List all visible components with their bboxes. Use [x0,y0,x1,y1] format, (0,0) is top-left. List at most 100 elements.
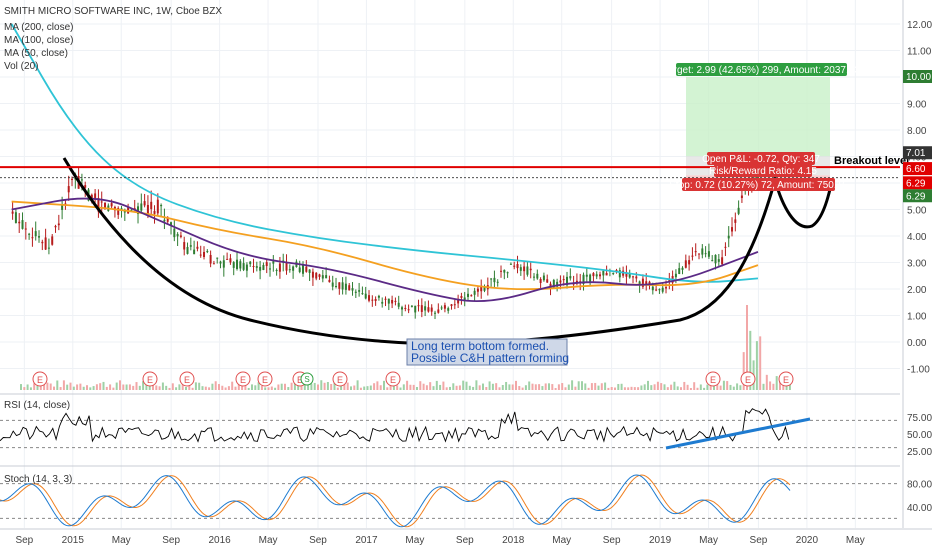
price-candle-body [638,281,641,286]
price-candle-body [582,274,585,284]
earnings-marker [32,371,48,387]
price-candle-body [206,251,209,253]
price-candle-body [170,222,173,225]
risk-reward-label-box [714,164,812,177]
price-candle-body [467,293,470,297]
volume-bar [29,387,32,390]
price-candle-body [104,203,107,210]
rsi-label: RSI (14, close) [4,400,70,411]
volume-bar [135,382,138,390]
earnings-marker-label: E [297,375,303,385]
price-candle-body [368,295,371,301]
price-candle-body [417,305,420,307]
price-candle-body [734,219,737,223]
volume-bar [643,384,646,390]
time-axis-tick: May [405,535,424,546]
price-candle-body [391,299,394,304]
volume-bar [739,385,742,390]
volume-bar [280,383,283,390]
price-candle-body [173,228,176,238]
volume-bar [465,381,468,390]
price-candle-body [635,276,638,279]
price-candle-body [721,257,724,265]
volume-bar [333,380,336,390]
price-candle-body [556,281,559,287]
price-candle-body [150,201,153,210]
price-candle-body [236,259,239,269]
volume-bar [234,386,237,390]
target-label: Target: 2.99 (42.65%) 299, Amount: 2037.… [663,65,860,76]
price-candle-body [166,217,169,222]
price-candle-body [447,308,450,311]
volume-bar [247,387,250,390]
volume-bar [161,382,164,390]
volume-bar [125,384,128,390]
price-axis-tick: 9.00 [907,100,927,111]
target-label-box [676,63,847,76]
price-axis-tick: 3.00 [907,259,927,270]
volume-bar [290,382,293,390]
price-candle-body [229,258,232,263]
price-candle-body [84,185,87,188]
volume-bar [518,386,521,390]
time-axis-tick: Sep [456,535,474,546]
volume-bar [488,381,491,390]
volume-bar [79,383,82,390]
price-candle-body [509,263,512,265]
volume-bar [270,386,273,390]
volume-bar [686,384,689,390]
price-axis-tick: 8.00 [907,126,927,137]
volume-bar [594,382,597,390]
price-candle-body [414,305,417,313]
volume-bar [663,384,666,390]
volume-bar [237,383,240,390]
volume-bar [33,383,36,390]
volume-bar [620,383,623,390]
price-candle-body [163,219,166,222]
volume-bar [267,387,270,390]
price-candle-body [328,279,331,283]
volume-bar [72,386,75,390]
volume-bar [277,384,280,390]
price-candle-body [707,251,710,257]
volume-bar [396,385,399,390]
price-candle-body [64,203,67,205]
volume-bar [422,383,425,390]
price-candle-body [711,260,714,262]
volume-bar [241,384,244,390]
volume-bar [158,386,161,390]
price-candle-body [655,289,658,291]
price-candle-body [239,261,242,269]
price-candle-body [203,251,206,257]
price-candle-body [371,299,374,301]
price-axis-tick: 11.00 [907,47,932,58]
volume-bar [201,386,204,390]
volume-bar [442,381,445,390]
indicator-label: MA (50, close) [4,48,68,59]
volume-bar [254,385,257,390]
volume-bar [122,384,125,390]
volume-bar [779,380,781,390]
volume-bar [224,387,227,390]
price-candle-body [727,235,730,239]
price-candle-body [585,274,588,277]
price-candle-body [476,288,479,292]
volume-bar [59,387,62,390]
price-candle-body [387,298,390,304]
price-candle-body [453,304,456,306]
volume-bar [472,386,475,390]
time-axis-tick: Sep [162,535,180,546]
volume-bar [142,381,145,390]
price-candle-body [572,283,575,285]
price-candle-body [460,296,463,298]
price-candle-body [410,305,413,307]
volume-bar [105,386,108,390]
price-candle-body [377,295,380,298]
price-badge [903,162,932,176]
price-candle-body [628,272,631,278]
volume-bar [775,376,778,390]
volume-bar [772,383,775,390]
volume-bar [198,382,201,390]
volume-bar [317,384,319,390]
